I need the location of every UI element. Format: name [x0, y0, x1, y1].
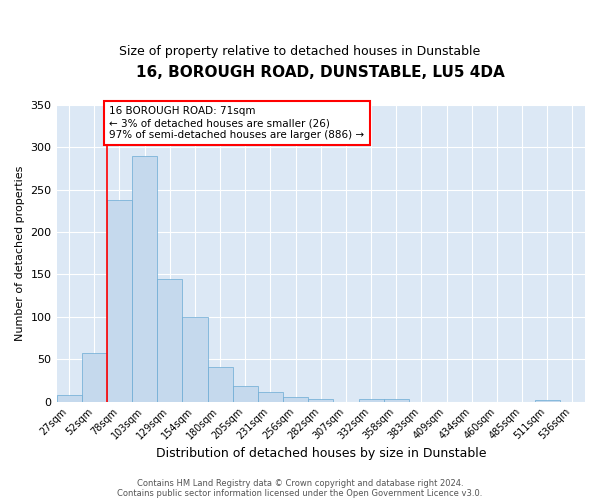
Bar: [157, 278, 182, 402]
Text: Size of property relative to detached houses in Dunstable: Size of property relative to detached ho…: [119, 45, 481, 58]
Text: 16 BOROUGH ROAD: 71sqm
← 3% of detached houses are smaller (26)
97% of semi-deta: 16 BOROUGH ROAD: 71sqm ← 3% of detached …: [109, 106, 365, 140]
Bar: [308, 399, 334, 402]
Bar: [132, 156, 157, 402]
Bar: [383, 399, 409, 402]
Text: Contains public sector information licensed under the Open Government Licence v3: Contains public sector information licen…: [118, 488, 482, 498]
Bar: [359, 399, 383, 402]
X-axis label: Distribution of detached houses by size in Dunstable: Distribution of detached houses by size …: [155, 447, 486, 460]
Bar: [535, 400, 560, 402]
Bar: [258, 392, 283, 402]
Y-axis label: Number of detached properties: Number of detached properties: [15, 166, 25, 341]
Text: Contains HM Land Registry data © Crown copyright and database right 2024.: Contains HM Land Registry data © Crown c…: [137, 478, 463, 488]
Bar: [82, 354, 107, 402]
Bar: [208, 367, 233, 402]
Bar: [56, 395, 82, 402]
Bar: [182, 317, 208, 402]
Bar: [233, 386, 258, 402]
Bar: [283, 398, 308, 402]
Title: 16, BOROUGH ROAD, DUNSTABLE, LU5 4DA: 16, BOROUGH ROAD, DUNSTABLE, LU5 4DA: [136, 65, 505, 80]
Bar: [107, 200, 132, 402]
